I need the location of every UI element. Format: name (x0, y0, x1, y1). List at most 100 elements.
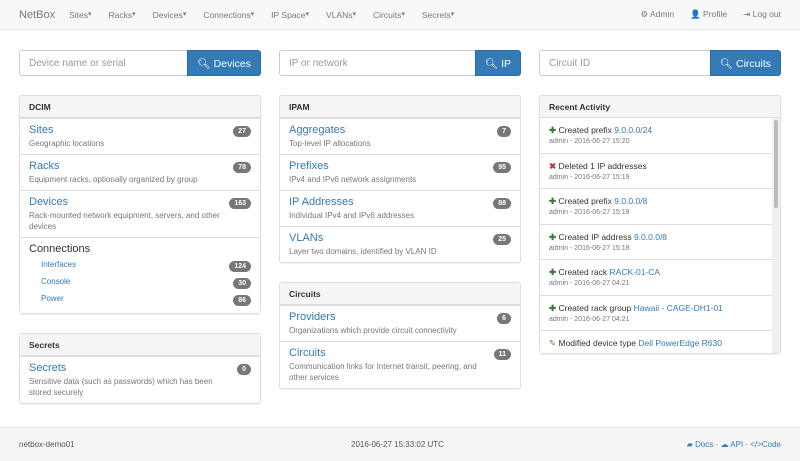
activity-line: ✚ Created IP address 9.0.0.0/8 (549, 231, 771, 243)
list-item-providers: Providers 6 Organizations which provide ci… (280, 305, 520, 341)
sites-link[interactable]: Sites (29, 124, 54, 136)
activity-meta: admin - 2016-06-27 04:21 (549, 315, 630, 323)
column-ipam: 🔍︎ IP IPAM Aggregates 7 Top-level IP alloc… (279, 50, 521, 408)
device-search-input[interactable] (19, 50, 188, 76)
count-badge: 78 (233, 162, 251, 173)
caret-icon: ▾ (132, 10, 136, 18)
count-badge: 124 (229, 261, 251, 272)
racks-link[interactable]: Racks (29, 160, 60, 172)
activity-text: Modified device type (558, 338, 636, 348)
panel-heading: DCIM (20, 96, 260, 118)
ip-search-input[interactable] (279, 50, 475, 76)
code-link[interactable]: </>Code (750, 440, 781, 449)
connections-item: Connections Interfaces 124 Console 30 Power 8… (20, 237, 260, 313)
footer-time: 2016-06-27 15:33:02 UTC (351, 440, 444, 449)
admin-link[interactable]: ⚙ Admin (640, 9, 675, 19)
secrets-panel: Secrets Secrets 0 Sensitive data (such as … (19, 333, 261, 404)
activity-item: ✎ Modified device type Dell PowerEdge R6… (540, 331, 780, 353)
console-link[interactable]: Console (41, 277, 71, 286)
caret-icon: ▾ (182, 10, 187, 18)
caret-icon: ▾ (450, 10, 455, 18)
power-link[interactable]: Power (41, 294, 64, 303)
activity-list[interactable]: ✚ Created prefix 9.0.0.0/24 admin - 2016-… (540, 118, 780, 353)
count-badge: 25 (493, 234, 511, 245)
interfaces-link[interactable]: Interfaces (41, 260, 77, 269)
ip-search-button[interactable]: 🔍︎ IP (474, 50, 521, 76)
profile-link[interactable]: 👤 Profile (690, 9, 728, 19)
activity-item: ✚ Created rack RACK-01-CA admin - 2016-06… (540, 260, 780, 296)
item-description: Top-level IP allocations (289, 139, 371, 148)
circuit-search: 🔍︎ Circuits (539, 50, 781, 76)
nav-menu-secrets[interactable]: Secrets (421, 9, 451, 20)
column-activity: 🔍︎ Circuits Recent Activity ✚ Created pr… (539, 50, 781, 373)
search-icon: 🔍︎ (197, 57, 211, 70)
activity-item: ✚ Created IP address 9.0.0.0/8 admin - 20… (540, 225, 780, 260)
activity-text: Created prefix (558, 125, 612, 135)
list-item-racks: Racks 78 Equipment racks, optionally organ… (20, 154, 260, 190)
activity-item: ✖ Deleted 1 IP addresses admin - 2016-06-… (540, 154, 780, 189)
logout-link[interactable]: ⇥ Log out (743, 9, 781, 19)
activity-line: ✚ Created prefix 9.0.0.0/24 (549, 124, 771, 136)
scrollbar-track[interactable] (772, 118, 780, 353)
panel-heading: Recent Activity (540, 96, 780, 118)
item-description: Individual IPv4 and IPv6 addresses (289, 211, 414, 220)
plus-icon: ✚ (549, 302, 559, 313)
circuit-search-input[interactable] (539, 50, 710, 76)
activity-object-link[interactable]: Hawaii - CAGE-DH1-01 (633, 302, 723, 313)
brand-logo[interactable]: NetBox (19, 8, 56, 21)
activity-object-link[interactable]: 9.0.0.0/8 (614, 196, 648, 206)
providers-link[interactable]: Providers (289, 311, 336, 323)
nav-menu-vlans[interactable]: VLANs (326, 9, 353, 20)
panel-heading: IPAM (280, 96, 520, 118)
nav-menu-connections[interactable]: Connections (203, 9, 251, 20)
ipam-panel: IPAM Aggregates 7 Top-level IP allocations… (279, 95, 521, 263)
api-link[interactable]: ☁ API (720, 440, 744, 449)
circuits-panel: Circuits Providers 6 Organizations which p… (279, 282, 521, 389)
nav-menu-circuits[interactable]: Circuits (373, 9, 402, 20)
activity-text: Created rack group (558, 302, 632, 313)
count-badge: 30 (233, 278, 251, 289)
devices-link[interactable]: Devices (29, 196, 69, 208)
caret-icon: ▾ (87, 10, 92, 18)
pencil-icon: ✎ (549, 338, 559, 348)
item-description: Geographic locations (29, 139, 105, 148)
count-badge: 27 (233, 126, 251, 137)
search-icon: 🔍︎ (484, 57, 499, 70)
item-description: Equipment racks, optionally organized by… (29, 175, 198, 184)
activity-object-link[interactable]: 9.0.0.0/24 (614, 125, 653, 135)
activity-object-link[interactable]: RACK-01-CA (609, 267, 661, 277)
ip-search: 🔍︎ IP (279, 50, 521, 76)
item-description: Organizations which provide circuit conn… (289, 326, 457, 335)
ip-addresses-link[interactable]: IP Addresses (289, 196, 354, 208)
nav-menu-racks[interactable]: Racks (108, 9, 133, 20)
prefixes-link[interactable]: Prefixes (289, 160, 329, 172)
panel-heading: Secrets (20, 334, 260, 356)
nav-menu-sites[interactable]: Sites (69, 9, 88, 20)
list-item-devices: Devices 163 Rack-mounted network equipment… (20, 190, 260, 237)
nav-menu-ip-space[interactable]: IP Space (271, 9, 306, 20)
count-badge: 95 (493, 162, 511, 173)
activity-line: ✚ Created rack RACK-01-CA (549, 266, 771, 278)
secrets-link[interactable]: Secrets (29, 362, 67, 374)
item-description: Rack-mounted network equipment, servers,… (29, 211, 220, 231)
device-search-button[interactable]: 🔍︎ Devices (187, 50, 261, 76)
item-description: Communication links for Internet transit… (289, 362, 477, 382)
aggregates-link[interactable]: Aggregates (289, 124, 346, 136)
activity-object-link[interactable]: 9.0.0.0/8 (633, 231, 668, 242)
activity-object-link[interactable]: Dell PowerEdge R630 (638, 338, 722, 348)
scrollbar-thumb[interactable] (774, 120, 778, 208)
count-badge: 11 (493, 349, 511, 360)
activity-item: ✚ Created rack group Hawaii - CAGE-DH1-0… (540, 296, 780, 331)
vlans-link[interactable]: VLANs (289, 232, 324, 244)
count-badge: 0 (237, 364, 251, 375)
plus-icon: ✚ (549, 196, 559, 206)
caret-icon: ▾ (401, 10, 405, 18)
plus-icon: ✚ (549, 231, 559, 242)
docs-link[interactable]: ▰ Docs (686, 440, 714, 449)
circuit-search-button[interactable]: 🔍︎ Circuits (709, 50, 781, 76)
nav-menu-devices[interactable]: Devices (152, 9, 183, 20)
activity-meta: admin - 2016-06-27 15:19 (549, 173, 630, 181)
circuits-link[interactable]: Circuits (289, 347, 326, 359)
footer-hostname: netbox-demo01 (19, 440, 75, 449)
list-item-prefixes: Prefixes 95 IPv4 and IPv6 network assignme… (280, 154, 520, 190)
